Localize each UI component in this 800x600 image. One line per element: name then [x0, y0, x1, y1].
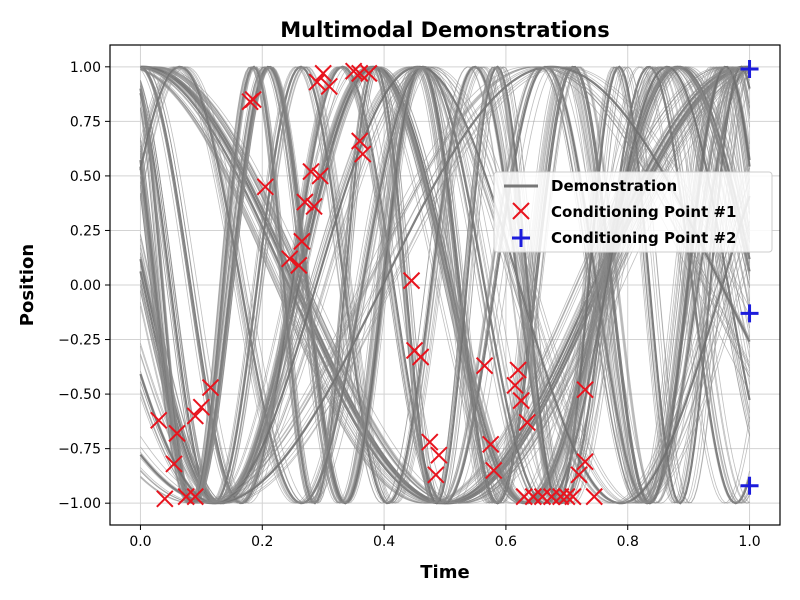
- demonstration-line: [140, 66, 750, 504]
- legend-marker-x: [512, 202, 530, 220]
- conditioning-point-1-marker: [150, 411, 168, 429]
- legend-label-demonstration: Demonstration: [551, 177, 677, 195]
- conditioning-point-1-marker: [165, 455, 183, 473]
- demonstration-line: [140, 66, 750, 504]
- conditioning-point-1-marker: [576, 381, 594, 399]
- conditioning-point-1-marker: [256, 178, 275, 196]
- conditioning-point-1-marker: [354, 145, 372, 163]
- conditioning-point-1-marker: [485, 461, 503, 480]
- conditioning-point-1-marker: [244, 90, 262, 109]
- markers: [150, 60, 759, 508]
- demonstration-line: [139, 65, 751, 505]
- demonstration-line: [140, 66, 750, 504]
- y-tick-label: 0.50: [70, 169, 101, 185]
- conditioning-point-1-marker: [320, 77, 338, 96]
- demonstration-line: [140, 66, 750, 504]
- conditioning-point-1-marker: [290, 256, 308, 275]
- conditioning-point-1-marker: [506, 376, 524, 395]
- conditioning-point-1-marker: [481, 435, 500, 453]
- conditioning-point-2-marker: [740, 60, 759, 78]
- demonstration-line: [140, 66, 750, 504]
- legend-box: [493, 171, 773, 253]
- conditioning-point-1-marker: [411, 348, 430, 366]
- conditioning-point-1-marker: [186, 487, 204, 506]
- conditioning-point-1-marker: [509, 361, 527, 379]
- conditioning-point-2-marker: [740, 476, 759, 495]
- demonstration-line: [140, 66, 750, 504]
- conditioning-point-1-marker: [576, 453, 594, 471]
- conditioning-point-1-marker: [430, 446, 448, 464]
- conditioning-point-1-marker: [177, 487, 195, 506]
- demonstration-line: [140, 66, 750, 504]
- demonstration-line: [140, 66, 750, 504]
- conditioning-point-1-marker: [421, 433, 439, 451]
- conditioning-point-1-marker: [305, 197, 323, 216]
- conditioning-point-1-marker: [302, 162, 320, 181]
- conditioning-point-1-marker: [542, 487, 561, 506]
- conditioning-point-1-marker: [168, 424, 186, 443]
- conditioning-point-2-marker: [740, 304, 759, 323]
- conditioning-point-1-marker: [280, 250, 299, 268]
- axis-ticks: 0.0 0.2 0.4 0.6 0.8 1.0 −1.00 −0.75 −0.50 −0.25 0.…: [58, 60, 761, 550]
- conditioning-point-1-marker: [515, 487, 533, 506]
- y-tick-label: 0.00: [70, 278, 101, 294]
- y-tick-label: −0.75: [58, 442, 101, 458]
- conditioning-point-1-marker: [351, 132, 369, 150]
- demonstration-line: [140, 66, 750, 504]
- x-tick-label: 0.6: [495, 534, 517, 550]
- conditioning-point-1-marker: [293, 232, 311, 251]
- x-tick-label: 0.2: [251, 534, 273, 550]
- conditioning-point-1-marker: [360, 64, 378, 83]
- conditioning-point-1-marker: [201, 378, 220, 397]
- legend-marker-plus: [512, 229, 530, 247]
- demonstration-line: [140, 66, 750, 504]
- x-axis-label: Time: [420, 562, 469, 583]
- conditioning-point-1-marker: [311, 167, 329, 185]
- legend-label-conditioning-1: Conditioning Point #1: [551, 203, 736, 221]
- conditioning-point-1-marker: [475, 357, 494, 375]
- conditioning-point-1-marker: [533, 487, 552, 506]
- conditioning-point-1-marker: [512, 391, 530, 410]
- conditioning-point-1-marker: [518, 413, 536, 432]
- chart-title: Multimodal Demonstrations: [280, 18, 609, 42]
- x-tick-label: 0.8: [617, 534, 639, 550]
- conditioning-point-1-marker: [314, 64, 332, 83]
- conditioning-point-1-marker: [570, 466, 588, 484]
- conditioning-point-1-marker: [351, 64, 369, 83]
- demonstration-line: [140, 66, 750, 504]
- y-tick-label: 1.00: [70, 60, 101, 76]
- x-tick-label: 1.0: [738, 534, 760, 550]
- conditioning-point-1-marker: [296, 193, 314, 211]
- conditioning-point-1-marker: [564, 487, 582, 506]
- x-tick-label: 0.0: [129, 534, 151, 550]
- conditioning-point-1-marker: [308, 73, 326, 91]
- legend-label-conditioning-2: Conditioning Point #2: [551, 229, 736, 247]
- y-tick-label: −0.50: [58, 387, 101, 403]
- demonstration-line: [140, 66, 750, 504]
- conditioning-point-1-marker: [186, 407, 204, 425]
- conditioning-point-1-marker: [585, 487, 603, 506]
- conditioning-point-1-marker: [558, 487, 576, 506]
- y-tick-label: 0.25: [70, 223, 101, 239]
- demonstration-line: [140, 66, 750, 504]
- y-axis-label: Position: [17, 244, 38, 326]
- conditioning-point-1-marker: [552, 487, 570, 506]
- y-tick-label: −0.25: [58, 333, 101, 349]
- demonstration-line: [140, 66, 750, 504]
- conditioning-point-1-marker: [402, 271, 421, 290]
- demonstration-line: [140, 66, 750, 504]
- x-tick-label: 0.4: [373, 534, 395, 550]
- conditioning-point-1-marker: [427, 466, 445, 484]
- conditioning-point-1-marker: [192, 398, 211, 416]
- demonstration-line: [140, 66, 750, 504]
- y-tick-label: 0.75: [70, 114, 101, 130]
- demonstration-line: [140, 66, 750, 504]
- demonstration-curves: [139, 65, 751, 505]
- conditioning-point-1-marker: [344, 62, 363, 80]
- conditioning-point-1-marker: [156, 490, 174, 508]
- conditioning-point-1-marker: [524, 487, 543, 506]
- y-tick-label: −1.00: [58, 496, 101, 512]
- legend: Demonstration Conditioning Point #1 Cond…: [493, 171, 773, 253]
